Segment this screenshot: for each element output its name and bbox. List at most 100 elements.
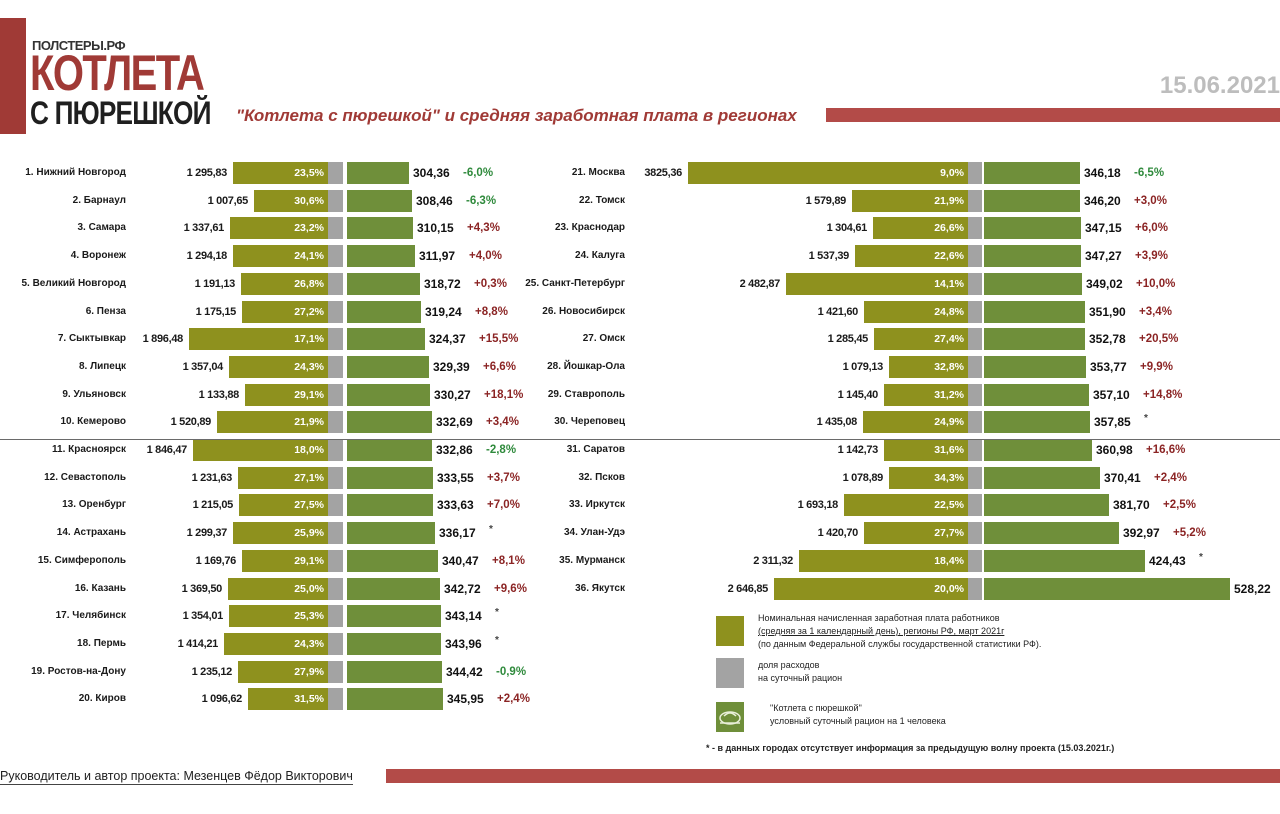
change-value: +8,1% <box>492 554 525 567</box>
dish-bar <box>347 162 409 184</box>
dish-cost: 343,96 <box>445 636 482 651</box>
legend-salary-swatch <box>716 616 744 646</box>
salary-bar: 26,6% <box>873 217 968 240</box>
city-label: 19. Ростов-на-Дону <box>31 665 126 677</box>
salary-value: 1 294,18 <box>186 250 228 263</box>
author-credit: Руководитель и автор проекта: Мезенцев Ф… <box>0 769 353 785</box>
share-bar <box>328 439 343 461</box>
dish-bar <box>347 272 420 295</box>
change-value: +3,4% <box>1139 305 1172 318</box>
dish-cost: 333,55 <box>437 470 474 485</box>
salary-bar: 18,4% <box>799 549 968 572</box>
salary-value: 1 579,89 <box>805 194 847 207</box>
salary-value: 1 175,15 <box>195 305 237 318</box>
city-label: 30. Череповец <box>554 416 625 428</box>
city-label: 33. Иркутск <box>569 499 625 511</box>
salary-value: 1 896,48 <box>142 333 184 346</box>
salary-bar: 9,0% <box>688 162 968 184</box>
salary-value: 1 169,76 <box>195 554 237 567</box>
city-label: 21. Москва <box>571 167 625 178</box>
legend-salary-text: Номинальная начисленная заработная плата… <box>758 613 1042 649</box>
dish-cost: 345,95 <box>447 692 484 707</box>
dish-bar <box>347 549 438 572</box>
legend-dish-swatch <box>716 702 744 732</box>
share-bar <box>328 328 343 351</box>
salary-bar: 31,2% <box>884 383 968 406</box>
salary-value: 1 007,65 <box>207 194 249 207</box>
city-label: 28. Йошкар-Ола <box>547 360 625 372</box>
salary-bar: 25,3% <box>229 605 328 628</box>
share-bar <box>968 162 982 184</box>
share-bar <box>328 577 343 600</box>
city-label: 24. Калуга <box>575 250 625 262</box>
salary-bar: 24,9% <box>863 411 968 434</box>
salary-value: 1 231,63 <box>191 471 233 484</box>
dish-cost: 347,15 <box>1085 221 1122 236</box>
share-bar <box>968 217 982 240</box>
city-label: 15. Симферополь <box>37 554 126 566</box>
dish-bar <box>984 189 1080 212</box>
share-bar <box>968 577 982 600</box>
dish-bar <box>984 272 1082 295</box>
city-label: 20. Киров <box>78 693 126 705</box>
city-label: 32. Псков <box>578 471 625 483</box>
city-label: 31. Саратов <box>566 444 625 455</box>
change-value: +4,0% <box>469 250 502 263</box>
salary-bar: 25,9% <box>233 522 328 545</box>
city-label: 36. Якутск <box>575 582 625 594</box>
salary-bar: 27,5% <box>239 494 328 517</box>
change-value: +6,6% <box>483 360 516 373</box>
share-bar <box>328 245 343 268</box>
salary-value: 1 078,89 <box>842 471 884 484</box>
salary-value: 1 235,12 <box>191 665 233 678</box>
salary-bar: 24,3% <box>224 632 328 655</box>
salary-bar: 32,8% <box>889 355 968 378</box>
dish-cost: 332,86 <box>436 443 473 457</box>
dish-cost: 353,77 <box>1090 359 1127 374</box>
change-value: +15,5% <box>479 333 519 346</box>
share-bar <box>968 328 982 351</box>
dish-bar <box>984 549 1145 572</box>
dish-bar <box>984 355 1086 378</box>
city-label: 16. Казань <box>74 582 126 594</box>
plate-icon <box>719 711 741 725</box>
city-label: 34. Улан-Удэ <box>563 527 625 539</box>
salary-bar: 24,1% <box>233 245 328 268</box>
city-label: 22. Томск <box>579 194 625 206</box>
salary-value: 2 311,32 <box>753 554 793 567</box>
dish-cost: 310,15 <box>417 221 454 236</box>
city-label: 7. Сыктывкар <box>57 333 126 345</box>
logo-accent-bar <box>0 18 26 134</box>
salary-value: 1 285,45 <box>827 333 869 346</box>
change-value: +14,8% <box>1143 388 1183 401</box>
salary-value: 1 295,83 <box>186 167 228 179</box>
city-label: 26. Новосибирск <box>542 305 625 317</box>
share-bar <box>328 162 343 184</box>
dish-cost: 351,90 <box>1089 304 1126 319</box>
change-value: +6,0% <box>1135 222 1168 235</box>
share-bar <box>328 494 343 517</box>
city-label: 17. Челябинск <box>55 610 126 622</box>
legend-share-text: доля расходов на суточный рацион <box>758 660 843 683</box>
dish-cost: 346,18 <box>1084 166 1121 180</box>
salary-value: 1 846,47 <box>146 444 188 456</box>
city-label: 3. Самара <box>77 222 126 234</box>
city-label: 12. Севастополь <box>44 471 126 483</box>
dish-cost: 357,10 <box>1093 387 1130 402</box>
change-value: * <box>495 634 499 646</box>
salary-bar: 21,9% <box>852 189 968 212</box>
logo-subtitle: С ПЮРЕШКОЙ <box>30 95 211 131</box>
salary-value: 1 520,89 <box>170 416 212 429</box>
salary-value: 1 421,60 <box>817 305 859 318</box>
dish-cost: 318,72 <box>424 276 461 291</box>
dish-cost: 392,97 <box>1123 526 1160 541</box>
city-label: 8. Липецк <box>78 360 126 372</box>
dish-cost: 346,20 <box>1084 193 1121 208</box>
dish-bar <box>984 439 1092 461</box>
dish-bar <box>347 383 430 406</box>
change-value: -6,0% <box>463 167 494 179</box>
salary-bar: 27,2% <box>242 300 328 323</box>
share-bar <box>968 549 982 572</box>
salary-value: 2 482,87 <box>739 277 781 290</box>
